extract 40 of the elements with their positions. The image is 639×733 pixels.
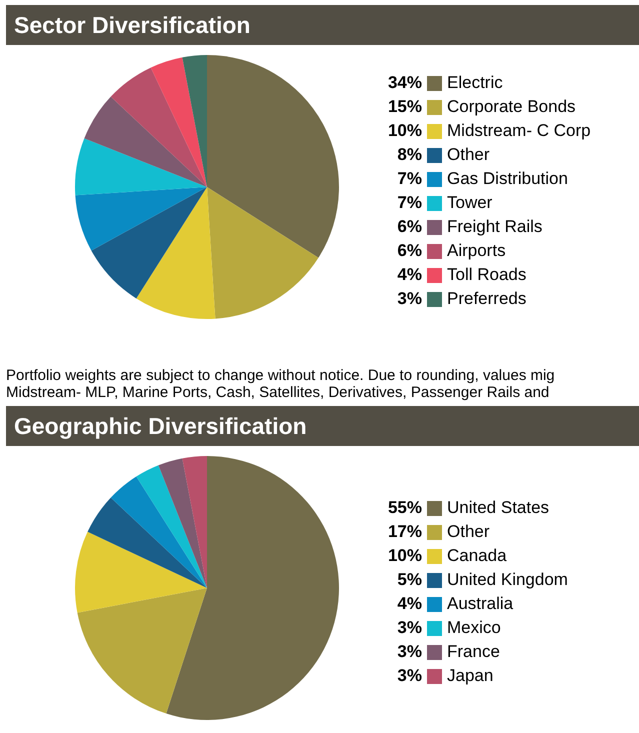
- chart-title: Sector Diversification: [6, 5, 639, 45]
- legend-label: Tower: [447, 192, 492, 214]
- data-label: 3%: [396, 288, 422, 310]
- chart-title: Geographic Diversification: [6, 406, 639, 446]
- data-label: 10%: [386, 545, 422, 567]
- text: Portfolio weights are subject to change without notice. Due to rounding, values mig: [6, 367, 556, 384]
- data-label: 4%: [396, 593, 422, 615]
- legend-label: Other: [447, 521, 490, 543]
- legend-label: France: [447, 641, 500, 663]
- legend-label: United States: [447, 497, 550, 519]
- data-label: 7%: [396, 168, 422, 190]
- legend-label: Canada: [447, 545, 507, 567]
- legend-label: Australia: [447, 593, 514, 615]
- legend-label: Freight Rails: [447, 216, 542, 238]
- legend-label: Corporate Bonds: [447, 96, 576, 118]
- data-label: 15%: [386, 96, 422, 118]
- data-label: 4%: [396, 264, 422, 286]
- legend-label: Mexico: [447, 617, 501, 639]
- data-label: 6%: [396, 216, 422, 238]
- data-label: 34%: [386, 72, 422, 94]
- data-label: 7%: [396, 192, 422, 214]
- legend-label: Electric: [447, 72, 503, 94]
- data-label: 17%: [386, 521, 422, 543]
- legend-label: United Kingdom: [447, 569, 568, 591]
- legend-label: Midstream- C Corp: [447, 120, 591, 142]
- legend-label: Toll Roads: [447, 264, 526, 286]
- legend-label: Japan: [447, 665, 494, 687]
- legend-label: Airports: [447, 240, 506, 262]
- data-label: 10%: [386, 120, 422, 142]
- legend-label: Preferreds: [447, 288, 526, 310]
- data-label: 6%: [396, 240, 422, 262]
- legend-label: Other: [447, 144, 490, 166]
- data-label: 3%: [396, 641, 422, 663]
- text: Midstream- MLP, Marine Ports, Cash, Satellites, Derivatives, Passenger Rails and: [6, 384, 550, 401]
- data-label: 3%: [396, 617, 422, 639]
- data-label: 55%: [386, 497, 422, 519]
- data-label: 8%: [396, 144, 422, 166]
- data-label: 5%: [396, 569, 422, 591]
- legend-label: Gas Distribution: [447, 168, 568, 190]
- data-label: 3%: [396, 665, 422, 687]
